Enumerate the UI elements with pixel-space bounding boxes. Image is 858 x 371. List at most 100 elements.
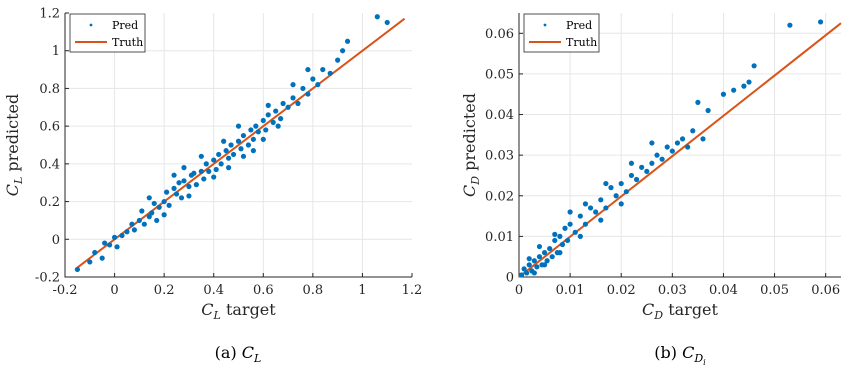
pred-point — [327, 70, 333, 76]
pred-point — [181, 165, 187, 171]
pred-point — [618, 180, 624, 187]
truth-line — [518, 22, 842, 278]
pred-point — [186, 193, 192, 199]
pred-point — [230, 151, 237, 158]
pred-point — [149, 210, 155, 216]
y-tick-label: 0.05 — [485, 67, 514, 82]
pred-point — [547, 245, 553, 252]
pred-point — [178, 195, 185, 201]
pred-point — [577, 233, 583, 239]
pred-point — [623, 189, 629, 195]
pred-point — [787, 22, 793, 28]
pred-point — [216, 151, 222, 158]
pred-point — [161, 212, 167, 218]
pred-point — [223, 148, 229, 154]
pred-point — [598, 197, 604, 203]
pred-series — [518, 19, 824, 278]
y-axis-label: CL predicted — [3, 94, 25, 196]
pred-point — [87, 259, 93, 265]
x-tick-label: 0.05 — [760, 283, 789, 298]
x-tick-label: -0.2 — [52, 283, 77, 298]
pred-point — [700, 136, 706, 142]
y-tick-label: 0.04 — [485, 108, 514, 123]
pred-point — [374, 14, 380, 20]
x-tick-label: 0.6 — [253, 283, 274, 298]
x-tick-label: 0.01 — [556, 283, 585, 298]
pred-point — [536, 254, 543, 260]
pred-point — [225, 165, 232, 171]
pred-point — [74, 266, 80, 273]
pred-point — [746, 79, 752, 85]
pred-point — [552, 231, 558, 237]
pred-point — [203, 161, 209, 167]
pred-point — [300, 85, 306, 92]
pred-point — [119, 232, 125, 239]
x-tick-label: 1 — [358, 283, 366, 298]
x-axis-label: CD target — [642, 300, 718, 322]
pred-point — [114, 244, 120, 250]
pred-point — [164, 189, 170, 195]
x-axis-label: CL target — [201, 300, 276, 322]
pred-point — [705, 107, 711, 114]
pred-point — [151, 200, 157, 207]
pred-point — [690, 128, 696, 134]
pred-point — [295, 100, 301, 107]
pred-point — [534, 264, 540, 270]
pred-point — [649, 160, 655, 166]
pred-point — [92, 249, 98, 256]
pred-point — [166, 202, 172, 208]
pred-point — [111, 234, 118, 240]
pred-point — [225, 155, 232, 161]
legend-pred-marker — [89, 23, 93, 27]
legend-pred-label: Pred — [112, 19, 138, 32]
pred-point — [644, 168, 650, 174]
pred-point — [201, 176, 207, 182]
pred-point — [720, 91, 727, 97]
pred-point — [649, 140, 655, 146]
pred-point — [228, 142, 234, 148]
y-tick-label: 0.2 — [39, 195, 60, 210]
y-tick-label: 0.06 — [485, 27, 514, 42]
pred-point — [518, 272, 525, 278]
y-tick-label: 0.02 — [485, 189, 514, 204]
pred-point — [238, 146, 244, 152]
legend: Pred Truth — [69, 13, 146, 53]
pred-point — [567, 221, 573, 227]
pred-point — [290, 95, 296, 101]
pred-point — [154, 217, 160, 224]
x-tick-label: 0.03 — [658, 283, 687, 298]
pred-point — [577, 213, 583, 219]
pred-point — [250, 136, 256, 142]
x-tick-label: 0 — [110, 283, 118, 298]
pred-point — [335, 57, 341, 63]
pred-point — [221, 138, 227, 144]
pred-point — [141, 221, 147, 227]
x-tick-label: 0.8 — [303, 283, 324, 298]
y-tick-label: 0.6 — [39, 120, 60, 135]
pred-point — [582, 221, 589, 227]
pred-point — [285, 104, 291, 110]
pred-point — [340, 48, 346, 54]
pred-point — [255, 129, 261, 135]
pred-point — [305, 91, 311, 97]
pred-point — [136, 217, 142, 224]
pred-point — [618, 201, 624, 207]
pred-point — [107, 242, 113, 248]
pred-point — [310, 76, 316, 82]
x-tick-label: 0.4 — [203, 283, 224, 298]
pred-point — [628, 160, 635, 166]
pred-point — [582, 201, 589, 207]
y-tick-label: 1 — [52, 44, 60, 59]
legend-pred-marker — [543, 23, 547, 27]
pred-point — [664, 144, 670, 150]
pred-point — [305, 66, 311, 73]
pred-point — [633, 176, 640, 183]
legend-truth-label: Truth — [566, 36, 597, 49]
pred-point — [567, 209, 573, 215]
pred-point — [102, 240, 108, 246]
pred-point — [685, 144, 691, 150]
pred-point — [598, 217, 604, 223]
pred-point — [265, 102, 271, 108]
pred-point — [628, 172, 635, 179]
pred-point — [603, 180, 609, 187]
